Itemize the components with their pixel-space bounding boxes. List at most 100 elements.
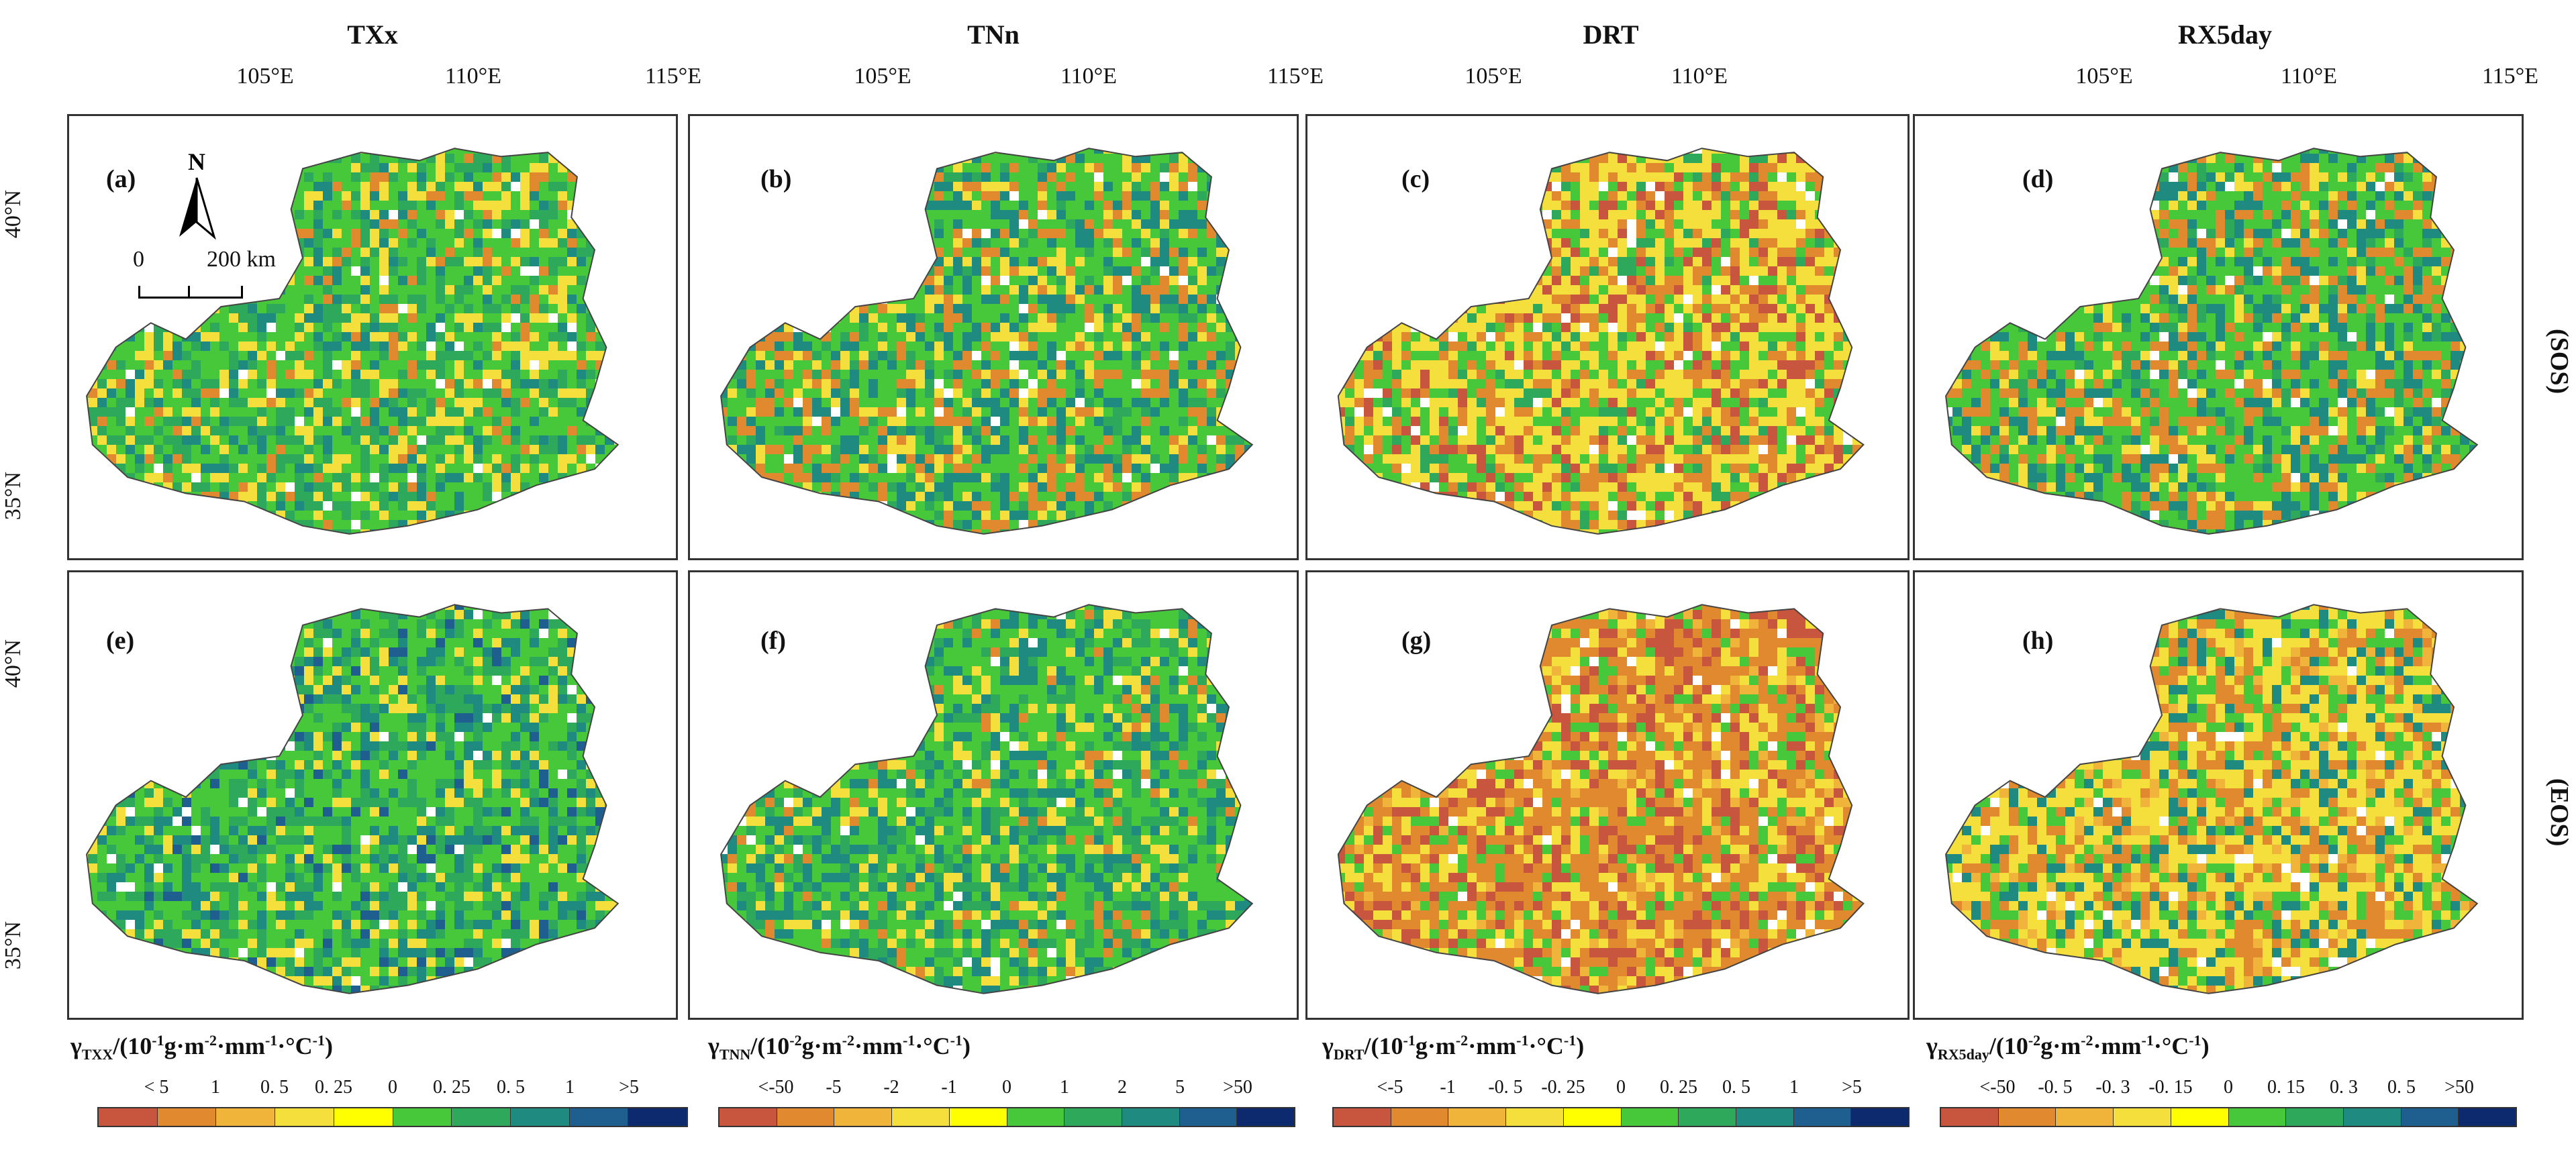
legend-colorbar [1332,1107,1910,1127]
column-title-txx: TXx [347,19,398,50]
legend-tick-label: 1 [1060,1077,1069,1098]
legend-swatch [1736,1108,1794,1126]
legend-tick-label: 0. 5 [2387,1077,2416,1098]
legend-swatch [1334,1108,1391,1126]
legend-tick-label: 0. 25 [1660,1077,1697,1098]
scale-end-label: 200 km [207,247,276,272]
legend-tick-label: 0 [1002,1077,1011,1098]
legend-tick-label: 5 [1175,1077,1185,1098]
legend-swatch [2056,1108,2114,1126]
region-map [720,604,1254,994]
legend-labels: <-50 -5 -2 -1 0 1 2 5 >50 [718,1077,1295,1101]
lon-tick: 115°E [1267,64,1324,89]
lon-tick: 110°E [1671,64,1728,89]
region-map [720,148,1254,535]
panel-letter: (e) [106,626,134,655]
region-boundary [1945,604,2479,994]
legend-tick-label: >50 [1223,1077,1252,1098]
row-label-sos: (SOS) [2544,329,2574,394]
lon-tick: 105°E [854,64,911,89]
legend-tick-label: >50 [2444,1077,2474,1098]
legend-tick-label: -0. 5 [2038,1077,2072,1098]
legend-tick-label: -0. 25 [1541,1077,1585,1098]
legend-swatch [452,1108,511,1126]
raster-cells [87,605,618,994]
legend-tick-label: -0. 3 [2095,1077,2130,1098]
legend-swatch [1391,1108,1449,1126]
legend-swatch [949,1108,1007,1126]
legend-swatch [720,1108,777,1126]
legend-tick-label: >5 [619,1077,639,1098]
legend-swatch [2401,1108,2459,1126]
legend-title-drt: γDRT/(10-1g·m-2·mm-1·°C-1) [1322,1032,1584,1063]
legend-tick-label: 1 [211,1077,220,1098]
row-label-eos: (EOS) [2544,778,2574,846]
lat-tick: 35°N [1,472,26,520]
legend-tick-label: -2 [883,1077,899,1098]
legend-tick-label: -5 [826,1077,841,1098]
north-label: N [188,148,205,175]
legend-tick-label: 0. 5 [260,1077,289,1098]
legend-swatch [2459,1108,2516,1126]
region-map [1945,148,2479,535]
legend-tick-label: -1 [941,1077,956,1098]
legend-tick-label: 0. 15 [2267,1077,2305,1098]
column-title-tnn: TNn [967,19,1020,50]
legend-swatch [510,1108,570,1126]
map-panel-b: (b) [688,114,1299,560]
legend-labels: <-50 -0. 5 -0. 3 -0. 15 0 0. 15 0. 3 0. 5 >50 [1940,1077,2517,1101]
panel-letter: (h) [2022,626,2053,655]
map-panel-c: (c) [1305,114,1910,560]
legend-swatch [2114,1108,2171,1126]
legend-tick-label: 0 [1616,1077,1626,1098]
region-boundary [720,148,1254,535]
raster-cells [1946,605,2477,994]
legend-tick-label: 0. 25 [433,1077,470,1098]
legend-swatch [892,1108,950,1126]
region-map [1945,604,2479,994]
legend-title-txx: γTXX/(10-1g·m-2·mm-1·°C-1) [70,1032,333,1063]
column-title-rx5day: RX5day [2178,19,2272,50]
region-boundary [1945,148,2479,535]
legend-swatch [2286,1108,2344,1126]
legend-tick-label: -0. 5 [1488,1077,1522,1098]
region-boundary [1337,604,1865,994]
legend-swatch [2343,1108,2401,1126]
legend-swatch [834,1108,893,1126]
map-panel-f: (f) [688,570,1299,1020]
region-map [86,604,620,994]
raster-cells [1338,148,1864,534]
legend-swatch [1941,1108,1999,1126]
legend-colorbar [718,1107,1295,1127]
legend-swatch [1851,1108,1909,1126]
legend-tick-label: 1 [1789,1077,1799,1098]
region-boundary [720,604,1254,994]
legend-colorbar [97,1107,688,1127]
legend-swatch [1448,1108,1507,1126]
legend-colorbar [1940,1107,2517,1127]
column-title-drt: DRT [1583,19,1638,50]
legend-title-rx5day: γRX5day/(10-2g·m-2·mm-1·°C-1) [1926,1032,2210,1063]
region-map [1337,604,1865,994]
region-map [1337,148,1865,535]
legend-swatch [1563,1108,1622,1126]
panel-letter: (f) [760,626,786,655]
legend-swatch [1007,1108,1065,1126]
legend-tick-label: 0. 5 [1722,1077,1750,1098]
lon-tick: 115°E [645,64,701,89]
region-boundary [86,148,620,535]
legend-tick-label: 0. 5 [497,1077,525,1098]
legend-tick-label: 1 [565,1077,575,1098]
legend-title-tnn: γTNN/(10-2g·m-2·mm-1·°C-1) [708,1032,971,1063]
raster-cells [1338,605,1864,994]
legend-tick-label: <-5 [1377,1077,1403,1098]
panel-letter: (b) [760,164,791,194]
lat-tick: 40°N [1,190,26,238]
legend-swatch [2171,1108,2229,1126]
lon-tick: 105°E [1465,64,1522,89]
lon-tick: 105°E [2075,64,2132,89]
legend-swatch [1179,1108,1238,1126]
lon-tick: 110°E [2281,64,2337,89]
legend-swatch [157,1108,217,1126]
raster-cells [1946,148,2477,534]
